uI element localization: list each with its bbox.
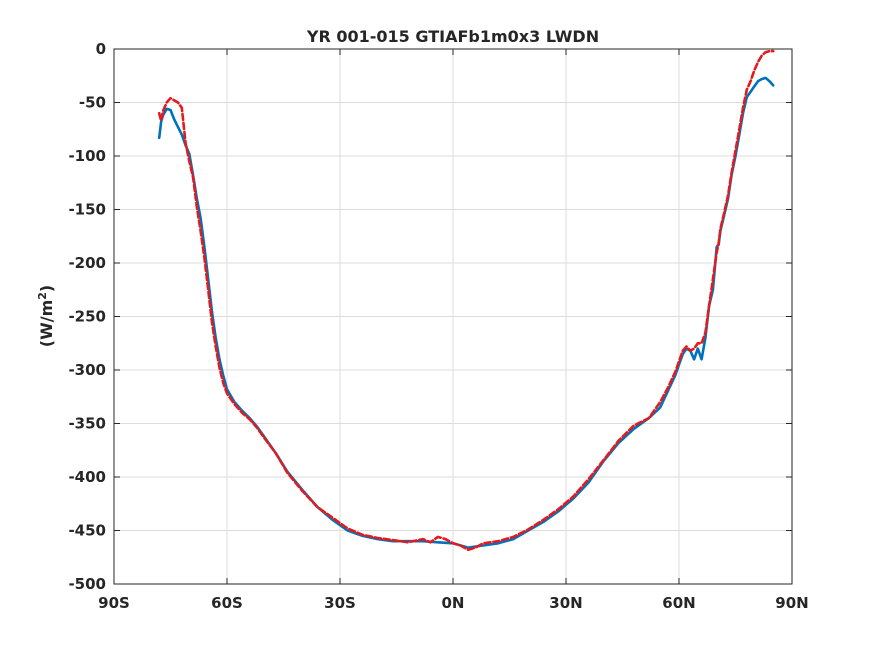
y-tick-label: -400: [68, 468, 106, 486]
y-tick-label: -50: [79, 94, 106, 112]
y-tick-label: -150: [68, 201, 106, 219]
y-tick-label: -300: [68, 361, 106, 379]
y-axis-label-superscript: 2: [36, 292, 49, 300]
y-tick-label: -450: [68, 522, 106, 540]
x-axis-tick-labels: 90S 60S 30S 0N 30N 60N 90N: [98, 594, 809, 612]
data-series: [157, 49, 775, 552]
y-tick-label: -350: [68, 415, 106, 433]
y-axis-label: (W/m2): [36, 285, 57, 347]
x-tick-label: 30N: [549, 594, 582, 612]
y-tick-label: -200: [68, 254, 106, 272]
x-tick-label: 90S: [98, 594, 130, 612]
series-line-2: [157, 49, 775, 552]
tick-marks: [113, 48, 793, 585]
y-tick-label: -500: [68, 575, 106, 593]
y-axis-tick-labels: 0 -50 -100 -150 -200 -250 -300 -350 -400 -450 -500: [68, 40, 106, 593]
y-tick-label: -250: [68, 308, 106, 326]
y-tick-label: 0: [96, 40, 106, 58]
x-tick-label: 60N: [662, 594, 695, 612]
x-tick-label: 90N: [775, 594, 808, 612]
y-axis-label-main: (W/m: [37, 300, 56, 347]
x-tick-label: 60S: [211, 594, 243, 612]
y-tick-label: -100: [68, 147, 106, 165]
x-tick-label: 0N: [442, 594, 465, 612]
chart-title: YR 001-015 GTIAFb1m0x3 LWDN: [306, 27, 599, 46]
x-tick-label: 30S: [324, 594, 356, 612]
y-axis-label-close: ): [37, 285, 56, 292]
